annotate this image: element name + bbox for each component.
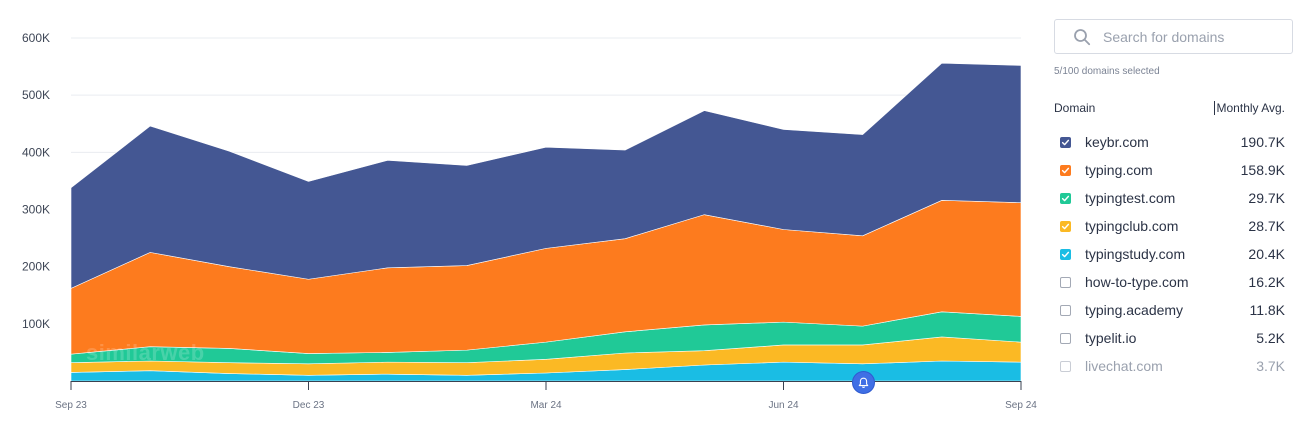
domain-monthly-avg: 16.2K — [1248, 274, 1285, 290]
domain-row[interactable]: how-to-type.com 16.2K — [1054, 268, 1295, 296]
y-tick-label: 600K — [22, 31, 50, 45]
checkbox-checked[interactable] — [1060, 164, 1071, 176]
domain-monthly-avg: 29.7K — [1248, 190, 1285, 206]
domain-monthly-avg: 3.7K — [1256, 358, 1285, 374]
domain-monthly-avg: 20.4K — [1248, 246, 1285, 262]
checkbox-checked[interactable] — [1060, 220, 1071, 232]
domain-name: typing.com — [1085, 162, 1153, 178]
domain-panel: 5/100 domains selected Domain Monthly Av… — [1054, 0, 1295, 423]
search-input[interactable] — [1103, 28, 1283, 46]
selected-count: 5/100 domains selected — [1054, 66, 1160, 77]
check-icon — [1061, 223, 1070, 229]
check-icon — [1061, 139, 1070, 145]
domain-name: typingtest.com — [1085, 190, 1176, 206]
x-tick-label: Mar 24 — [530, 400, 562, 411]
checkbox-checked[interactable] — [1060, 192, 1071, 204]
search-icon — [1074, 29, 1091, 46]
column-header-monthly-avg[interactable]: Monthly Avg. — [1213, 101, 1285, 115]
domain-monthly-avg: 11.8K — [1249, 302, 1285, 318]
y-tick-label: 400K — [22, 145, 50, 159]
checkbox-checked[interactable] — [1060, 136, 1071, 148]
traffic-chart: 600K 500K 400K 300K 200K 100K Sep 23 Dec 23 Mar … — [22, 31, 1037, 411]
domain-row[interactable]: typingclub.com 28.7K — [1054, 212, 1295, 240]
x-tick-label: Dec 23 — [293, 400, 325, 411]
domain-row[interactable]: typingstudy.com 20.4K — [1054, 240, 1295, 268]
y-tick-label: 100K — [22, 317, 50, 331]
bell-icon — [858, 377, 868, 388]
checkbox-unchecked[interactable] — [1060, 276, 1071, 288]
domain-name: typelit.io — [1085, 330, 1137, 346]
watermark-logo: similarweb — [86, 340, 205, 365]
domain-name: keybr.com — [1085, 134, 1149, 150]
check-icon — [1061, 167, 1070, 173]
domain-list: keybr.com 190.7K typing.com 158.9K typingtes… — [1054, 128, 1295, 380]
series-area-keybr-com[interactable] — [70, 62, 1022, 289]
checkbox-unchecked[interactable] — [1060, 304, 1071, 316]
domain-name: typingstudy.com — [1085, 246, 1186, 262]
x-tick-label: Sep 24 — [1005, 400, 1037, 411]
checkbox-unchecked[interactable] — [1060, 360, 1071, 372]
annotation-marker[interactable] — [851, 371, 875, 394]
check-icon — [1061, 251, 1070, 257]
domain-row[interactable]: keybr.com 190.7K — [1054, 128, 1295, 156]
y-tick-label: 500K — [22, 88, 50, 102]
y-tick-label: 200K — [22, 260, 50, 274]
domain-row[interactable]: typing.academy 11.8K — [1054, 296, 1295, 324]
x-tick-label: Sep 23 — [55, 400, 87, 411]
domain-row[interactable]: typing.com 158.9K — [1054, 156, 1295, 184]
check-icon — [1061, 195, 1070, 201]
domain-row[interactable]: typelit.io 5.2K — [1054, 324, 1295, 352]
checkbox-checked[interactable] — [1060, 248, 1071, 260]
domain-row[interactable]: livechat.com 3.7K — [1054, 352, 1295, 380]
domain-monthly-avg: 28.7K — [1248, 218, 1285, 234]
domain-monthly-avg: 5.2K — [1256, 330, 1285, 346]
column-header-domain: Domain — [1054, 101, 1096, 115]
domain-name: typingclub.com — [1085, 218, 1179, 234]
domain-name: livechat.com — [1085, 358, 1163, 374]
domain-name: how-to-type.com — [1085, 274, 1189, 290]
search-box[interactable] — [1054, 19, 1293, 54]
y-tick-label: 300K — [22, 203, 50, 217]
domain-name: typing.academy — [1085, 302, 1184, 318]
domain-monthly-avg: 190.7K — [1240, 134, 1285, 150]
stacked-area-chart: 600K 500K 400K 300K 200K 100K Sep 23 Dec 23 Mar … — [22, 31, 1037, 411]
domain-monthly-avg: 158.9K — [1240, 162, 1285, 178]
domain-row[interactable]: typingtest.com 29.7K — [1054, 184, 1295, 212]
x-tick-label: Jun 24 — [768, 400, 798, 411]
checkbox-unchecked[interactable] — [1060, 332, 1071, 344]
